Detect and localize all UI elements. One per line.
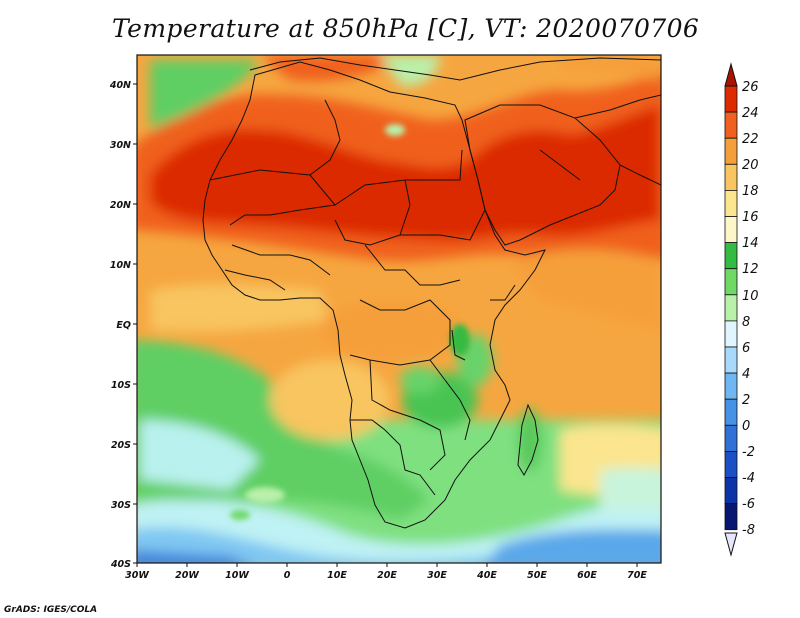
colorbar-label: 22 xyxy=(742,132,759,147)
colorbar-segment xyxy=(724,398,738,426)
colorbar-segment xyxy=(724,242,738,270)
colorbar-segment xyxy=(724,320,738,348)
colorbar-segment xyxy=(724,424,738,452)
colorbar-segments xyxy=(724,85,738,531)
colorbar-label: 14 xyxy=(742,236,759,251)
colorbar-label: 18 xyxy=(742,184,759,199)
x-tick-label: 10W xyxy=(225,570,249,581)
colorbar-label: 2 xyxy=(742,393,750,408)
colorbar-label: 12 xyxy=(742,262,759,277)
colorbar-segment xyxy=(724,372,738,400)
colorbar-label: -4 xyxy=(742,471,755,486)
y-tick-label: 20N xyxy=(110,200,131,211)
temperature-field xyxy=(137,55,661,563)
x-tick-label: 70E xyxy=(627,570,647,581)
x-tick-label: 20E xyxy=(377,570,397,581)
colorbar-label: 10 xyxy=(742,289,759,304)
colorbar-label: 20 xyxy=(742,158,759,173)
y-axis-labels: 40N 30N 20N 10N EQ 10S 20S 30S 40S xyxy=(109,80,131,570)
map-frame xyxy=(136,54,662,564)
colorbar-label: -8 xyxy=(742,523,755,538)
colorbar-segment xyxy=(724,163,738,191)
y-tick-label: 40N xyxy=(109,80,131,91)
y-tick-label: 30S xyxy=(111,500,131,511)
colorbar-segment xyxy=(724,450,738,478)
y-axis-ticks xyxy=(133,83,137,564)
colorbar-segment xyxy=(724,137,738,165)
x-tick-label: 10E xyxy=(327,570,347,581)
colorbar-segment xyxy=(724,477,738,505)
coastlines xyxy=(202,57,661,529)
colorbar-top-arrow xyxy=(724,62,738,87)
colorbar-label: 24 xyxy=(742,106,759,121)
y-tick-label: EQ xyxy=(116,320,131,331)
x-tick-label: 60E xyxy=(577,570,597,581)
y-tick-label: 30N xyxy=(110,140,131,151)
x-tick-label: 20W xyxy=(175,570,199,581)
footer-credit: GrADS: IGES/COLA xyxy=(4,605,98,615)
colorbar-label: 0 xyxy=(742,419,750,434)
y-tick-label: 10S xyxy=(111,380,131,391)
colorbar-segment xyxy=(724,268,738,296)
colorbar-segment xyxy=(724,503,738,531)
x-tick-label: 40E xyxy=(476,570,497,581)
colorbar-bottom-arrow xyxy=(724,532,738,557)
colorbar-segment xyxy=(724,294,738,322)
y-tick-label: 20S xyxy=(111,440,131,451)
colorbar-segment xyxy=(724,346,738,374)
y-tick-label: 10N xyxy=(110,260,131,271)
x-axis-labels: 30W 20W 10W 0 10E 20E 30E 40E 50E 60E 70… xyxy=(125,570,647,581)
colorbar-label: -2 xyxy=(742,445,755,460)
colorbar-segment xyxy=(724,85,738,113)
x-tick-label: 30E xyxy=(427,570,447,581)
colorbar-segment xyxy=(724,189,738,217)
x-axis-ticks xyxy=(136,563,638,567)
colorbar-segment xyxy=(724,216,738,244)
colorbar-label: 4 xyxy=(742,367,750,382)
colorbar-label: 8 xyxy=(742,315,750,330)
x-tick-label: 0 xyxy=(284,570,291,581)
colorbar-label: 16 xyxy=(742,210,759,225)
colorbar: 26 24 22 20 18 16 14 12 10 8 6 4 2 0 -2 … xyxy=(724,62,759,557)
colorbar-label: -6 xyxy=(742,497,755,512)
colorbar-segment xyxy=(724,111,738,139)
colorbar-label: 26 xyxy=(742,80,759,95)
colorbar-labels: 26 24 22 20 18 16 14 12 10 8 6 4 2 0 -2 … xyxy=(742,80,759,538)
y-tick-label: 40S xyxy=(110,559,131,570)
colorbar-label: 6 xyxy=(742,341,750,356)
x-tick-label: 50E xyxy=(527,570,547,581)
x-tick-label: 30W xyxy=(125,570,149,581)
